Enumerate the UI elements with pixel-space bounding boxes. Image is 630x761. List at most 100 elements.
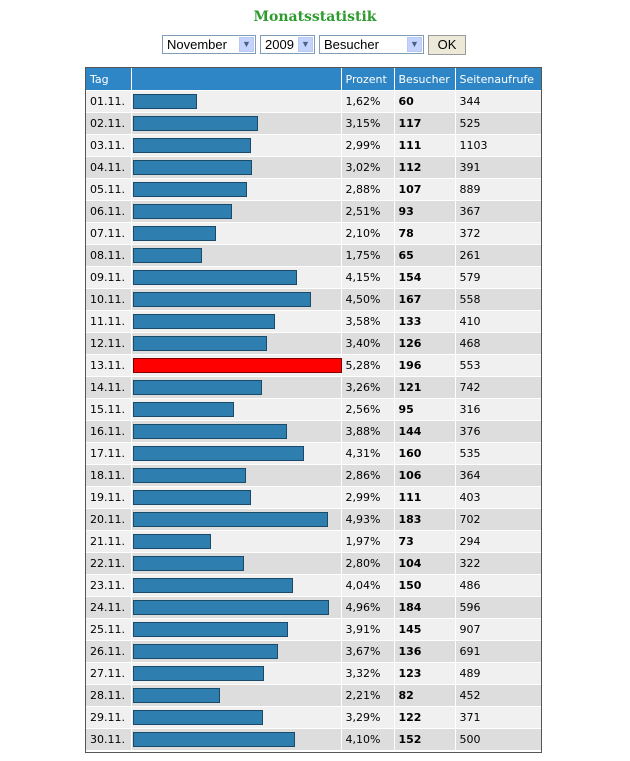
- bar-cell: [131, 112, 342, 135]
- bar-cell: [131, 574, 342, 597]
- column-header-bar: [131, 68, 342, 91]
- statistics-table-container: Tag Prozent Besucher Seitenaufrufe 01.11…: [85, 67, 542, 753]
- visitors-cell: 107: [394, 178, 456, 201]
- table-row: 07.11. 2,10% 78 372: [86, 222, 541, 245]
- visitor-bar: [132, 424, 287, 439]
- table-row: 11.11. 3,58% 133 410: [86, 310, 541, 333]
- pageviews-cell: 376: [455, 420, 541, 443]
- bar-cell: [131, 244, 342, 267]
- pageviews-cell: 364: [455, 464, 541, 487]
- visitors-cell: 82: [394, 684, 456, 707]
- visitors-cell: 183: [394, 508, 456, 531]
- table-row: 26.11. 3,67% 136 691: [86, 640, 541, 663]
- visitor-bar: [132, 710, 263, 725]
- day-cell: 18.11.: [86, 464, 132, 487]
- bar-cell: [131, 376, 342, 399]
- bar-cell: [131, 508, 342, 531]
- visitor-bar: [132, 732, 295, 747]
- table-row: 12.11. 3,40% 126 468: [86, 332, 541, 355]
- percent-cell: 3,15%: [341, 112, 395, 135]
- visitors-cell: 95: [394, 398, 456, 421]
- day-cell: 05.11.: [86, 178, 132, 201]
- percent-cell: 4,04%: [341, 574, 395, 597]
- table-row: 02.11. 3,15% 117 525: [86, 112, 541, 135]
- table-row: 10.11. 4,50% 167 558: [86, 288, 541, 311]
- ok-button[interactable]: OK: [428, 35, 466, 55]
- table-row: 14.11. 3,26% 121 742: [86, 376, 541, 399]
- table-row: 30.11. 4,10% 152 500: [86, 728, 541, 750]
- bar-cell: [131, 684, 342, 707]
- percent-cell: 2,99%: [341, 134, 395, 157]
- percent-cell: 2,88%: [341, 178, 395, 201]
- day-cell: 03.11.: [86, 134, 132, 157]
- pageviews-cell: 452: [455, 684, 541, 707]
- pageviews-cell: 889: [455, 178, 541, 201]
- visitors-cell: 123: [394, 662, 456, 685]
- pageviews-cell: 907: [455, 618, 541, 641]
- day-cell: 04.11.: [86, 156, 132, 179]
- percent-cell: 1,97%: [341, 530, 395, 553]
- pageviews-cell: 410: [455, 310, 541, 333]
- chevron-down-icon[interactable]: ▼: [239, 37, 254, 52]
- percent-cell: 2,56%: [341, 398, 395, 421]
- percent-cell: 2,51%: [341, 200, 395, 223]
- visitor-bar: [132, 160, 252, 175]
- metric-select[interactable]: Besucher ▼: [319, 35, 424, 54]
- table-row: 19.11. 2,99% 111 403: [86, 486, 541, 509]
- visitor-bar: [132, 534, 211, 549]
- visitors-cell: 93: [394, 200, 456, 223]
- bar-cell: [131, 662, 342, 685]
- table-row: 09.11. 4,15% 154 579: [86, 266, 541, 289]
- percent-cell: 4,96%: [341, 596, 395, 619]
- day-cell: 23.11.: [86, 574, 132, 597]
- bar-cell: [131, 596, 342, 619]
- bar-cell: [131, 464, 342, 487]
- pageviews-cell: 535: [455, 442, 541, 465]
- day-cell: 29.11.: [86, 706, 132, 729]
- visitor-bar: [132, 270, 297, 285]
- percent-cell: 2,10%: [341, 222, 395, 245]
- visitors-cell: 78: [394, 222, 456, 245]
- visitors-cell: 112: [394, 156, 456, 179]
- column-header-percent: Prozent: [341, 68, 395, 91]
- visitor-bar: [132, 358, 342, 373]
- pageviews-cell: 372: [455, 222, 541, 245]
- visitor-bar: [132, 292, 311, 307]
- visitors-cell: 145: [394, 618, 456, 641]
- month-select-value: November: [167, 37, 227, 52]
- visitor-bar: [132, 226, 216, 241]
- day-cell: 12.11.: [86, 332, 132, 355]
- table-row: 27.11. 3,32% 123 489: [86, 662, 541, 685]
- table-row: 25.11. 3,91% 145 907: [86, 618, 541, 641]
- visitors-cell: 144: [394, 420, 456, 443]
- bar-cell: [131, 706, 342, 729]
- visitor-bar: [132, 688, 220, 703]
- visitors-cell: 167: [394, 288, 456, 311]
- table-row: 20.11. 4,93% 183 702: [86, 508, 541, 531]
- percent-cell: 3,91%: [341, 618, 395, 641]
- chevron-down-icon[interactable]: ▼: [298, 37, 313, 52]
- percent-cell: 4,50%: [341, 288, 395, 311]
- visitors-cell: 111: [394, 486, 456, 509]
- bar-cell: [131, 266, 342, 289]
- table-row: 17.11. 4,31% 160 535: [86, 442, 541, 465]
- bar-cell: [131, 354, 342, 377]
- day-cell: 26.11.: [86, 640, 132, 663]
- year-select[interactable]: 2009 ▼: [260, 35, 315, 54]
- chevron-down-icon[interactable]: ▼: [407, 37, 422, 52]
- month-select[interactable]: November ▼: [162, 35, 256, 54]
- visitors-cell: 136: [394, 640, 456, 663]
- visitor-bar: [132, 248, 202, 263]
- pageviews-cell: 261: [455, 244, 541, 267]
- pageviews-cell: 391: [455, 156, 541, 179]
- day-cell: 14.11.: [86, 376, 132, 399]
- visitor-bar: [132, 380, 262, 395]
- visitors-cell: 121: [394, 376, 456, 399]
- visitors-cell: 104: [394, 552, 456, 575]
- visitor-bar: [132, 446, 304, 461]
- day-cell: 22.11.: [86, 552, 132, 575]
- bar-cell: [131, 90, 342, 113]
- bar-cell: [131, 332, 342, 355]
- day-cell: 21.11.: [86, 530, 132, 553]
- table-header-row: Tag Prozent Besucher Seitenaufrufe: [86, 68, 541, 91]
